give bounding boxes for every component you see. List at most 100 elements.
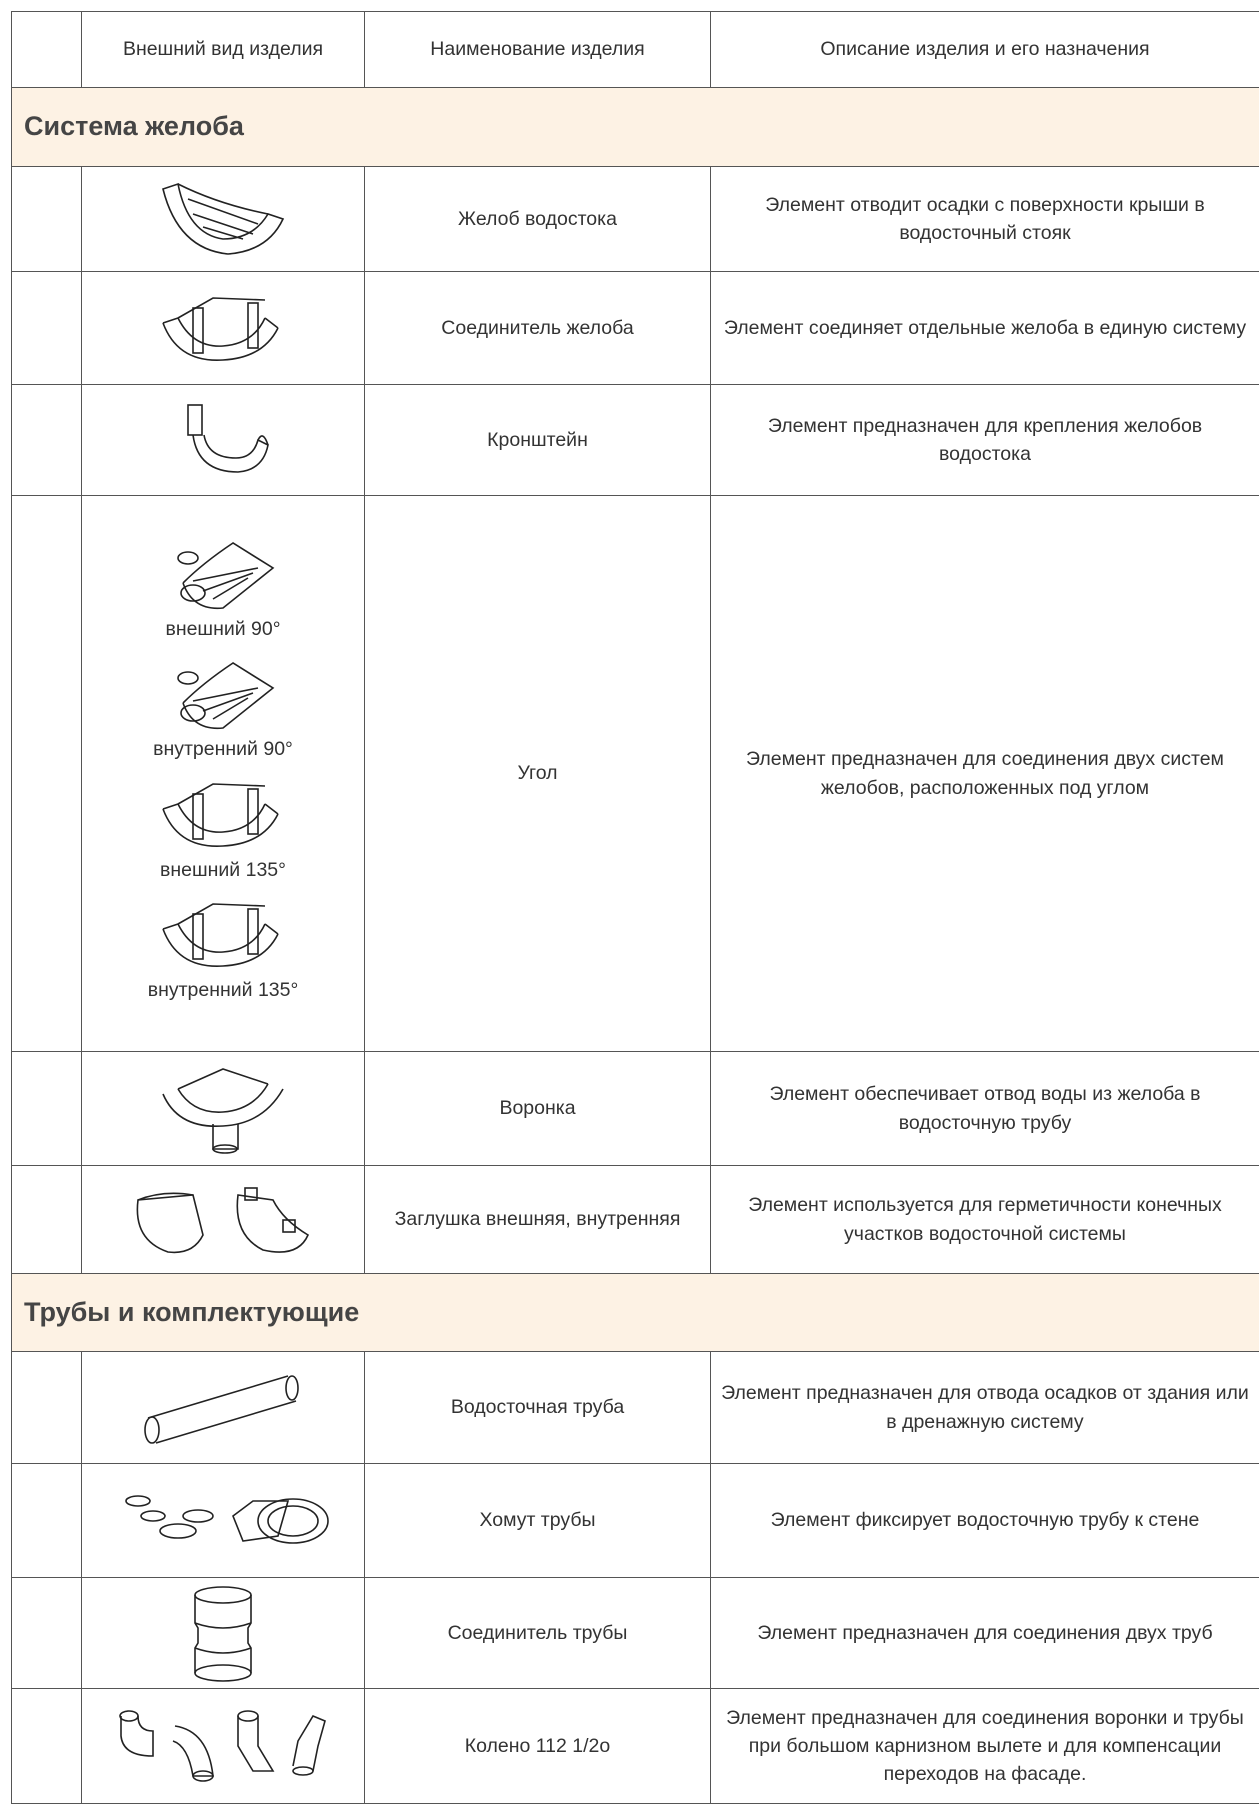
image-box bbox=[92, 179, 354, 259]
image-caption: внешний 90° bbox=[165, 615, 280, 643]
product-description: Элемент используется для герметичности к… bbox=[711, 1166, 1259, 1274]
section-row: Система желоба bbox=[12, 88, 1259, 167]
image-cell bbox=[82, 1689, 365, 1804]
product-drawing bbox=[138, 1368, 308, 1448]
product-image bbox=[163, 533, 283, 613]
image-box bbox=[92, 1476, 354, 1566]
product-drawing bbox=[153, 894, 293, 974]
product-image bbox=[153, 1064, 293, 1154]
image-box bbox=[92, 1583, 354, 1683]
image-cell bbox=[82, 1052, 365, 1166]
product-description: Элемент предназначен для соединения воро… bbox=[711, 1689, 1259, 1804]
blank-cell bbox=[12, 1578, 82, 1689]
product-image bbox=[113, 1476, 333, 1566]
section-title: Система желоба bbox=[12, 88, 1259, 167]
image-box bbox=[92, 1180, 354, 1260]
product-table: Внешний вид изделия Наименование изделия… bbox=[11, 11, 1259, 1804]
blank-cell bbox=[12, 496, 82, 1052]
image-cell bbox=[82, 1578, 365, 1689]
product-image bbox=[158, 179, 288, 259]
product-name: Желоб водостока bbox=[365, 167, 711, 272]
product-drawing bbox=[153, 774, 293, 854]
product-image bbox=[153, 894, 293, 974]
blank-cell bbox=[12, 1689, 82, 1804]
product-image bbox=[163, 653, 283, 733]
blank-cell bbox=[12, 167, 82, 272]
image-caption: внешний 135° bbox=[160, 856, 286, 884]
product-drawing bbox=[188, 1583, 258, 1683]
product-name: Угол bbox=[365, 496, 711, 1052]
table-body: Внешний вид изделия Наименование изделия… bbox=[12, 12, 1259, 1804]
image-caption: внутренний 90° bbox=[153, 735, 293, 763]
product-description: Элемент отводит осадки с поверхности кры… bbox=[711, 167, 1259, 272]
product-name: Соединитель трубы bbox=[365, 1578, 711, 1689]
image-cell bbox=[82, 272, 365, 385]
product-image bbox=[168, 400, 278, 480]
product-name: Соединитель желоба bbox=[365, 272, 711, 385]
blank-cell bbox=[12, 12, 82, 88]
product-drawing bbox=[163, 653, 283, 733]
product-drawing bbox=[163, 533, 283, 613]
product-image bbox=[113, 1701, 333, 1791]
product-drawing bbox=[113, 1701, 333, 1791]
column-header: Описание изделия и его назначения bbox=[711, 12, 1259, 88]
product-name: Кронштейн bbox=[365, 385, 711, 496]
product-row: внешний 90° внутренний 90° внешний 135° вну… bbox=[12, 496, 1259, 1052]
product-image bbox=[138, 1368, 308, 1448]
image-caption: внутренний 135° bbox=[148, 976, 299, 1004]
product-description: Элемент предназначен для соединения двух… bbox=[711, 1578, 1259, 1689]
blank-cell bbox=[12, 1464, 82, 1578]
image-box bbox=[92, 1064, 354, 1154]
product-drawing bbox=[113, 1476, 333, 1566]
product-description: Элемент предназначен для отвода осадков … bbox=[711, 1352, 1259, 1464]
product-image bbox=[153, 774, 293, 854]
product-name: Воронка bbox=[365, 1052, 711, 1166]
product-drawing bbox=[123, 1180, 323, 1260]
image-box bbox=[92, 288, 354, 368]
blank-cell bbox=[12, 1352, 82, 1464]
image-box bbox=[92, 400, 354, 480]
column-header: Внешний вид изделия bbox=[82, 12, 365, 88]
product-name: Хомут трубы bbox=[365, 1464, 711, 1578]
product-description: Элемент предназначен для крепления желоб… bbox=[711, 385, 1259, 496]
product-drawing bbox=[168, 400, 278, 480]
column-header: Наименование изделия bbox=[365, 12, 711, 88]
image-cell bbox=[82, 1464, 365, 1578]
product-drawing bbox=[153, 1064, 293, 1154]
section-title: Трубы и комплектующие bbox=[12, 1274, 1259, 1352]
image-cell: внешний 90° внутренний 90° внешний 135° вну… bbox=[82, 496, 365, 1052]
image-box bbox=[92, 1368, 354, 1448]
image-cell bbox=[82, 385, 365, 496]
product-description: Элемент обеспечивает отвод воды из желоб… bbox=[711, 1052, 1259, 1166]
product-description: Элемент соединяет отдельные желоба в еди… bbox=[711, 272, 1259, 385]
image-cell bbox=[82, 1352, 365, 1464]
section-row: Трубы и комплектующие bbox=[12, 1274, 1259, 1352]
product-name: Заглушка внешняя, внутренняя bbox=[365, 1166, 711, 1274]
product-image bbox=[188, 1583, 258, 1683]
product-image bbox=[123, 1180, 323, 1260]
image-box bbox=[92, 1701, 354, 1791]
blank-cell bbox=[12, 272, 82, 385]
product-drawing bbox=[158, 179, 288, 259]
product-description: Элемент фиксирует водосточную трубу к ст… bbox=[711, 1464, 1259, 1578]
product-description: Элемент предназначен для соединения двух… bbox=[711, 496, 1259, 1052]
product-name: Водосточная труба bbox=[365, 1352, 711, 1464]
blank-cell bbox=[12, 385, 82, 496]
header-row: Внешний вид изделия Наименование изделия… bbox=[12, 12, 1259, 88]
image-cell bbox=[82, 1166, 365, 1274]
product-image bbox=[153, 288, 293, 368]
blank-cell bbox=[12, 1052, 82, 1166]
image-cell bbox=[82, 167, 365, 272]
blank-cell bbox=[12, 1166, 82, 1274]
product-name: Колено 112 1/2о bbox=[365, 1689, 711, 1804]
